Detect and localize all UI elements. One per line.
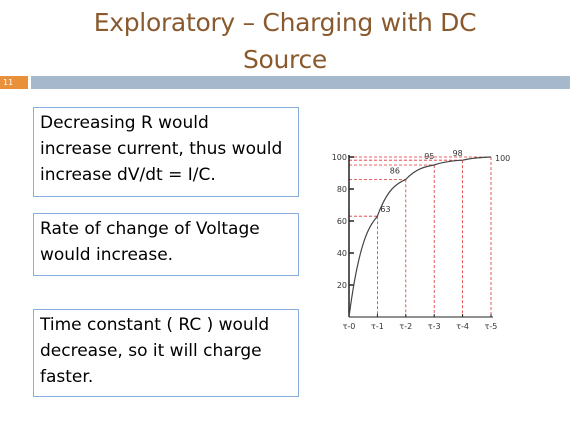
point-value-label: 98 [453,149,463,158]
x-tick-label: τ-0 [343,322,356,331]
y-tick-label: 60 [337,217,347,226]
title-rule [31,76,570,89]
x-tick-label: τ-2 [399,322,412,331]
slide-title-line-2: Source [242,45,328,74]
x-tick-label: τ-1 [371,322,384,331]
point-value-label: 86 [390,166,400,175]
charging-curve-line [348,156,492,318]
text-line: Rate of change of Voltage [40,219,260,239]
y-tick-label: 40 [337,249,347,258]
point-value-label: 63 [380,205,390,214]
text-line: faster. [40,367,94,387]
x-tick-label: τ-4 [456,322,469,331]
x-tick-label: τ-3 [428,322,441,331]
text-line: Decreasing R would [40,113,209,133]
text-line: Time constant ( RC ) would [40,315,270,335]
y-tick-label: 80 [337,185,347,194]
charging-curve-svg: 20 40 60 80 100 τ-0 τ-1 τ-2 τ-3 τ-4 τ-5 63 86 95 98 100 [332,149,511,331]
text-box-time-constant: Time constant ( RC ) would decrease, so … [33,309,299,397]
point-value-label: 95 [424,152,434,161]
text-line: would increase. [40,245,174,265]
text-box-rate-of-change: Rate of change of Voltage would increase… [33,213,299,276]
x-tick-label: τ-5 [485,322,498,331]
text-line: increase current, thus would [40,139,283,159]
text-box-decreasing-r: Decreasing R would increase current, thu… [33,107,299,197]
text-line: increase dV/dt = I/C. [40,165,216,185]
point-value-label: 100 [495,154,510,163]
slide-title-line-1: Exploratory – Charging with DC [93,8,477,37]
slide-number-badge: 11 [0,76,28,89]
y-tick-label: 20 [337,281,347,290]
charging-curve-chart: 20 40 60 80 100 τ-0 τ-1 τ-2 τ-3 τ-4 τ-5 63 86 95 98 100 [325,145,525,335]
text-line: decrease, so it will charge [40,341,262,361]
y-tick-label: 100 [332,153,347,162]
